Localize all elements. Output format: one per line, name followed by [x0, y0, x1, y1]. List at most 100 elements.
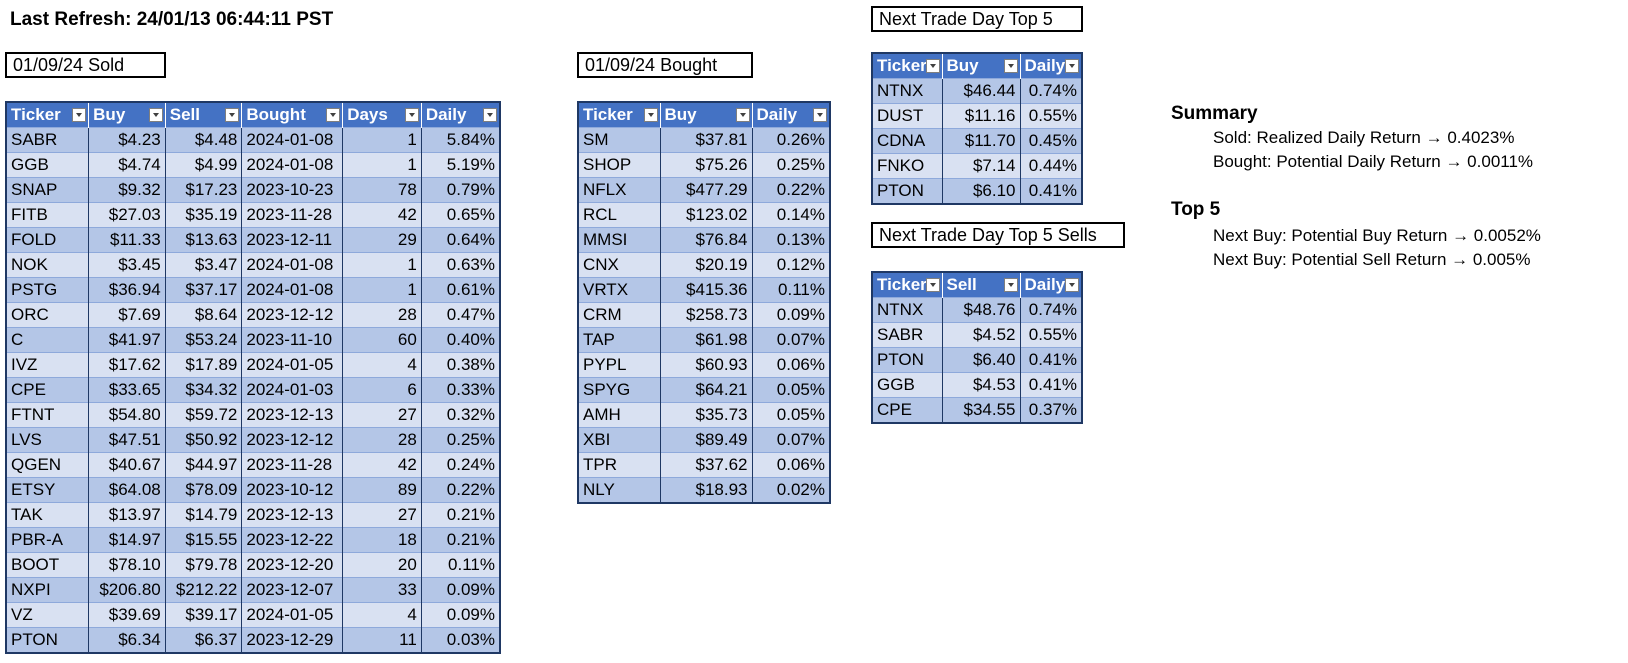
cell-buy[interactable]: $64.21	[660, 377, 753, 403]
cell-ticker[interactable]: SHOP	[578, 152, 661, 178]
cell-daily[interactable]: 0.25%	[421, 427, 501, 453]
cell-buy[interactable]: $64.08	[88, 477, 166, 503]
cell-daily[interactable]: 0.05%	[752, 402, 831, 428]
cell-ticker[interactable]: ETSY	[6, 477, 90, 503]
cell-buy[interactable]: $35.73	[660, 402, 753, 428]
cell-daily[interactable]: 0.09%	[752, 302, 831, 328]
cell-ticker[interactable]: XBI	[578, 427, 661, 453]
cell-ticker[interactable]: GGB	[6, 152, 90, 178]
cell-daily[interactable]: 0.11%	[752, 277, 831, 303]
cell-buy[interactable]: $37.62	[660, 452, 753, 478]
cell-days[interactable]: 29	[342, 227, 422, 253]
cell-ticker[interactable]: PSTG	[6, 277, 90, 303]
cell-daily[interactable]: 0.41%	[1020, 178, 1083, 204]
cell-ticker[interactable]: FOLD	[6, 227, 90, 253]
cell-daily[interactable]: 5.19%	[421, 152, 501, 178]
cell-buy[interactable]: $18.93	[660, 477, 753, 503]
filter-dropdown-icon[interactable]	[483, 108, 497, 122]
cell-bought[interactable]: 2023-11-10	[241, 327, 344, 353]
cell-ticker[interactable]: PBR-A	[6, 527, 90, 553]
cell-daily[interactable]: 0.11%	[421, 552, 501, 578]
cell-daily[interactable]: 0.21%	[421, 502, 501, 528]
column-header-sell[interactable]: Sell	[165, 102, 243, 128]
cell-bought[interactable]: 2024-01-08	[241, 127, 344, 153]
cell-days[interactable]: 27	[342, 402, 422, 428]
cell-ticker[interactable]: RCL	[578, 202, 661, 228]
cell-days[interactable]: 1	[342, 277, 422, 303]
cell-ticker[interactable]: FTNT	[6, 402, 90, 428]
cell-daily[interactable]: 0.25%	[752, 152, 831, 178]
cell-daily[interactable]: 0.33%	[421, 377, 501, 403]
cell-ticker[interactable]: SPYG	[578, 377, 661, 403]
cell-daily[interactable]: 0.02%	[752, 477, 831, 503]
cell-days[interactable]: 18	[342, 527, 422, 553]
cell-daily[interactable]: 5.84%	[421, 127, 501, 153]
cell-bought[interactable]: 2024-01-08	[241, 252, 344, 278]
cell-daily[interactable]: 0.40%	[421, 327, 501, 353]
cell-buy[interactable]: $14.97	[88, 527, 166, 553]
cell-daily[interactable]: 0.47%	[421, 302, 501, 328]
cell-daily[interactable]: 0.64%	[421, 227, 501, 253]
cell-sell[interactable]: $13.63	[165, 227, 243, 253]
cell-buy[interactable]: $36.94	[88, 277, 166, 303]
cell-bought[interactable]: 2023-11-28	[241, 452, 344, 478]
filter-dropdown-icon[interactable]	[643, 108, 658, 122]
cell-ticker[interactable]: DUST	[872, 103, 943, 129]
cell-daily[interactable]: 0.63%	[421, 252, 501, 278]
filter-dropdown-icon[interactable]	[148, 108, 163, 122]
column-header-ticker[interactable]: Ticker	[872, 53, 943, 79]
cell-daily[interactable]: 0.65%	[421, 202, 501, 228]
column-header-ticker[interactable]: Ticker	[6, 102, 90, 128]
column-header-sell[interactable]: Sell	[942, 272, 1021, 298]
cell-buy[interactable]: $17.62	[88, 352, 166, 378]
cell-bought[interactable]: 2024-01-08	[241, 152, 344, 178]
cell-sell[interactable]: $48.76	[942, 297, 1021, 323]
cell-sell[interactable]: $34.32	[165, 377, 243, 403]
cell-days[interactable]: 6	[342, 377, 422, 403]
cell-days[interactable]: 28	[342, 427, 422, 453]
cell-sell[interactable]: $78.09	[165, 477, 243, 503]
cell-days[interactable]: 1	[342, 127, 422, 153]
cell-days[interactable]: 42	[342, 452, 422, 478]
cell-daily[interactable]: 0.79%	[421, 177, 501, 203]
cell-daily[interactable]: 0.26%	[752, 127, 831, 153]
cell-sell[interactable]: $4.48	[165, 127, 243, 153]
filter-dropdown-icon[interactable]	[735, 108, 750, 122]
cell-ticker[interactable]: VZ	[6, 602, 90, 628]
cell-sell[interactable]: $8.64	[165, 302, 243, 328]
cell-daily[interactable]: 0.06%	[752, 452, 831, 478]
cell-buy[interactable]: $20.19	[660, 252, 753, 278]
cell-daily[interactable]: 0.14%	[752, 202, 831, 228]
cell-days[interactable]: 89	[342, 477, 422, 503]
cell-sell[interactable]: $17.23	[165, 177, 243, 203]
cell-daily[interactable]: 0.38%	[421, 352, 501, 378]
cell-buy[interactable]: $3.45	[88, 252, 166, 278]
filter-dropdown-icon[interactable]	[1065, 278, 1079, 292]
cell-bought[interactable]: 2023-12-11	[241, 227, 344, 253]
cell-buy[interactable]: $76.84	[660, 227, 753, 253]
cell-ticker[interactable]: SABR	[872, 322, 943, 348]
cell-sell[interactable]: $4.52	[942, 322, 1021, 348]
cell-ticker[interactable]: CPE	[872, 397, 943, 423]
filter-dropdown-icon[interactable]	[326, 108, 341, 122]
cell-ticker[interactable]: MMSI	[578, 227, 661, 253]
cell-ticker[interactable]: SABR	[6, 127, 90, 153]
cell-buy[interactable]: $89.49	[660, 427, 753, 453]
cell-ticker[interactable]: TPR	[578, 452, 661, 478]
column-header-buy[interactable]: Buy	[88, 102, 166, 128]
cell-ticker[interactable]: NOK	[6, 252, 90, 278]
cell-daily[interactable]: 0.21%	[421, 527, 501, 553]
cell-days[interactable]: 78	[342, 177, 422, 203]
cell-daily[interactable]: 0.24%	[421, 452, 501, 478]
column-header-days[interactable]: Days	[342, 102, 422, 128]
cell-bought[interactable]: 2023-12-20	[241, 552, 344, 578]
cell-buy[interactable]: $6.10	[942, 178, 1021, 204]
cell-ticker[interactable]: VRTX	[578, 277, 661, 303]
cell-buy[interactable]: $11.16	[942, 103, 1021, 129]
cell-buy[interactable]: $4.23	[88, 127, 166, 153]
column-header-daily[interactable]: Daily	[1020, 272, 1083, 298]
cell-ticker[interactable]: FNKO	[872, 153, 943, 179]
cell-ticker[interactable]: NTNX	[872, 78, 943, 104]
column-header-daily[interactable]: Daily	[1020, 53, 1083, 79]
column-header-ticker[interactable]: Ticker	[872, 272, 943, 298]
